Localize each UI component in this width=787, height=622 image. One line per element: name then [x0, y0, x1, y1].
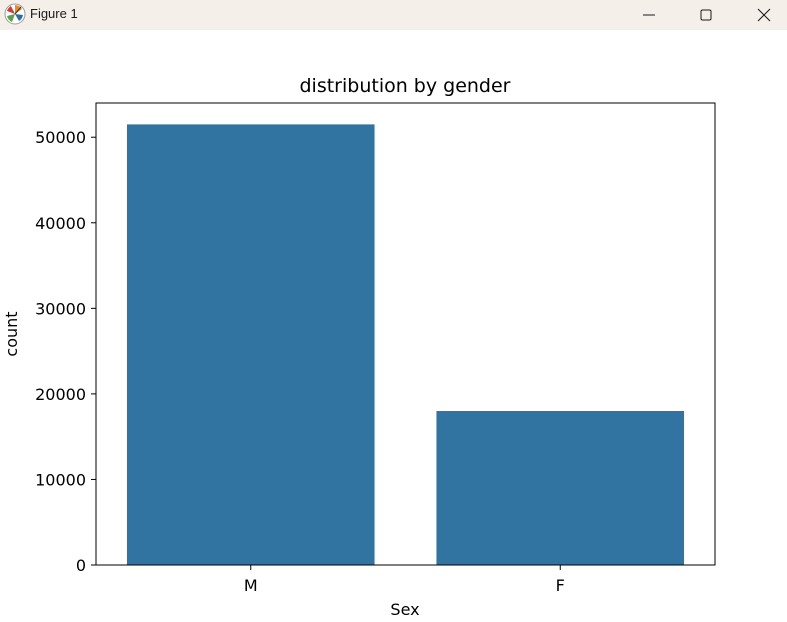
- x-axis-label: Sex: [390, 600, 419, 619]
- y-tick-label: 50000: [35, 128, 86, 147]
- bar-f: [436, 411, 685, 565]
- chart-title: distribution by gender: [299, 75, 510, 97]
- bar-m: [126, 124, 375, 565]
- matplotlib-icon: [4, 3, 26, 25]
- window-titlebar: Figure 1: [0, 0, 787, 30]
- maximize-icon: [700, 9, 712, 21]
- y-tick-label: 10000: [35, 470, 86, 489]
- y-tick-label: 20000: [35, 385, 86, 404]
- x-tick-label: F: [556, 576, 565, 595]
- close-button[interactable]: [741, 0, 787, 30]
- y-tick-label: 40000: [35, 214, 86, 233]
- x-tick-label: M: [244, 576, 258, 595]
- plot-frame: [95, 102, 716, 566]
- maximize-button[interactable]: [683, 0, 729, 30]
- minimize-button[interactable]: [626, 0, 672, 30]
- minimize-icon: [643, 14, 655, 16]
- y-tick-label: 0: [76, 556, 86, 575]
- bar-chart: distribution by gender 0 10000 20000 30000 4…: [2, 75, 716, 619]
- window-title: Figure 1: [30, 6, 78, 21]
- y-axis-label: count: [2, 311, 21, 356]
- close-icon: [757, 8, 771, 22]
- y-tick-label: 30000: [35, 299, 86, 318]
